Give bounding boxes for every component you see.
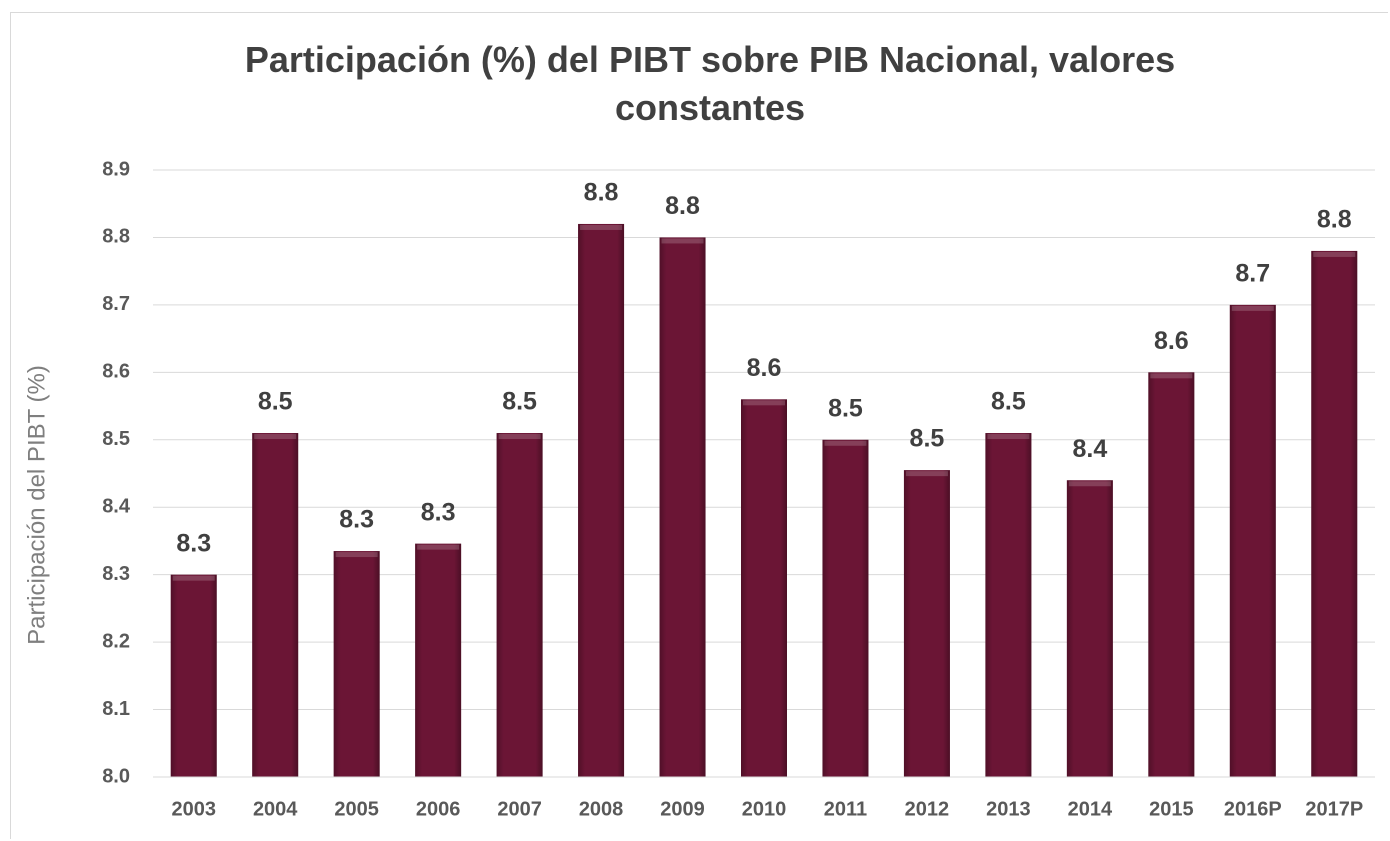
x-tick-label: 2009: [660, 798, 705, 820]
bar-bevel: [172, 575, 215, 581]
bar-bevel: [417, 544, 460, 550]
x-tick-label: 2011: [824, 798, 867, 820]
chart-frame: [10, 12, 1388, 839]
value-label: 8.3: [421, 498, 456, 526]
bar-shade: [333, 551, 380, 777]
bar-shade: [1311, 250, 1358, 777]
x-tick-label: 2013: [986, 798, 1031, 820]
bar-bevel: [905, 471, 948, 477]
bar-shade: [659, 237, 706, 777]
y-tick-label: 8.8: [102, 226, 130, 248]
x-tick-label: 2003: [171, 798, 216, 820]
value-label: 8.7: [1235, 259, 1270, 287]
value-label: 8.4: [1072, 435, 1107, 463]
value-label: 8.6: [1154, 327, 1189, 355]
value-label: 8.8: [584, 179, 619, 207]
bar-bevel: [254, 434, 297, 440]
bar-shade: [1066, 480, 1113, 777]
y-tick-label: 8.6: [102, 361, 130, 383]
bar-bevel: [824, 440, 867, 446]
value-label: 8.5: [910, 425, 945, 453]
bar-shade: [415, 543, 462, 777]
bar-bevel: [1150, 373, 1193, 379]
x-tick-label: 2014: [1068, 798, 1113, 820]
y-tick-label: 8.7: [102, 293, 130, 315]
value-label: 8.3: [176, 529, 211, 557]
bar-shade: [496, 433, 543, 777]
y-tick-label: 8.4: [102, 496, 131, 518]
bar-bevel: [580, 224, 623, 230]
bar-shade: [252, 433, 299, 777]
x-tick-label: 2007: [497, 798, 542, 820]
bar-bevel: [1313, 251, 1356, 257]
value-label: 8.8: [1317, 206, 1352, 234]
bar-shade: [822, 439, 869, 777]
y-tick-label: 8.5: [102, 428, 130, 450]
value-label: 8.8: [665, 192, 700, 220]
bar-shade: [578, 223, 625, 777]
bar-shade: [903, 470, 950, 777]
bar-bevel: [987, 434, 1030, 440]
bar-shade: [1148, 372, 1195, 777]
x-tick-label: 2015: [1149, 798, 1194, 820]
y-tick-label: 8.9: [102, 158, 130, 180]
x-tick-label: 2016P: [1224, 798, 1282, 820]
x-tick-label: 2008: [579, 798, 624, 820]
bar-bevel: [335, 552, 378, 558]
bar-shade: [985, 433, 1032, 777]
bar-bevel: [661, 238, 704, 244]
bar-bevel: [498, 434, 541, 440]
y-tick-label: 8.1: [102, 698, 130, 720]
bar-shade: [170, 574, 217, 777]
bar-shade: [741, 399, 787, 777]
bar-bevel: [1068, 481, 1111, 487]
x-tick-label: 2005: [334, 798, 379, 820]
value-label: 8.5: [258, 388, 293, 416]
y-tick-label: 8.3: [102, 563, 130, 585]
chart-title: Participación (%) del PIBT sobre PIB Nac…: [244, 39, 1176, 128]
bar-bevel: [1231, 305, 1274, 311]
x-tick-label: 2010: [742, 798, 787, 820]
y-axis-title: Participación del PIBT (%): [23, 365, 50, 645]
x-tick-label: 2012: [905, 798, 950, 820]
value-label: 8.3: [339, 506, 374, 534]
value-label: 8.5: [502, 388, 537, 416]
y-tick-label: 8.0: [102, 765, 130, 787]
y-tick-label: 8.2: [102, 630, 130, 652]
x-tick-label: 2004: [253, 798, 298, 820]
value-label: 8.5: [991, 388, 1026, 416]
x-tick-label: 2017P: [1305, 798, 1363, 820]
value-label: 8.5: [828, 394, 863, 422]
x-tick-label: 2006: [416, 798, 461, 820]
value-label: 8.6: [747, 354, 782, 382]
bar-bevel: [743, 400, 785, 406]
bar-shade: [1229, 304, 1276, 777]
